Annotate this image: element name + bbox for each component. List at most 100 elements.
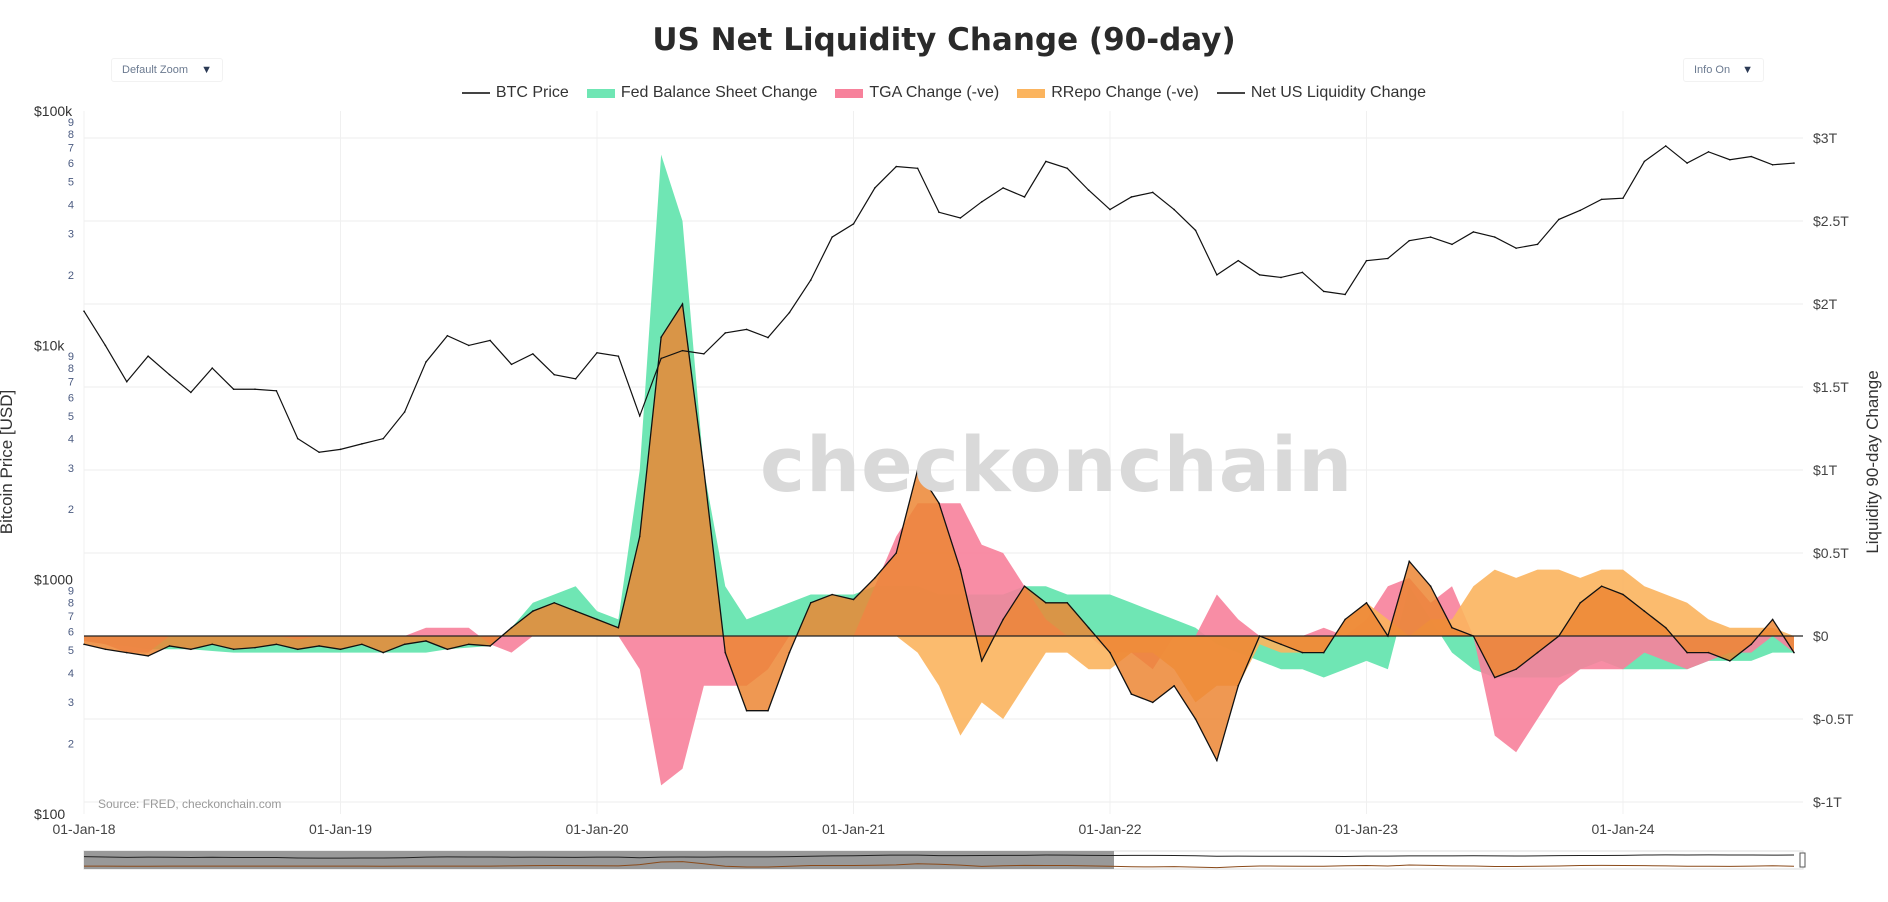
net-liquidity-point	[959, 568, 962, 571]
left-minor-tick-label: 9	[68, 117, 74, 129]
x-tick-label: 01-Jan-21	[822, 821, 885, 837]
left-axis-title: Bitcoin Price [USD]	[0, 390, 16, 535]
net-liquidity-point	[1365, 602, 1368, 604]
range-slider-handle[interactable]	[1799, 852, 1806, 868]
btc-price-point	[1408, 239, 1411, 242]
net-liquidity-point	[1023, 585, 1026, 587]
btc-price-point	[1280, 276, 1282, 279]
net-liquidity-point	[1643, 610, 1646, 612]
x-tick-label: 01-Jan-22	[1078, 821, 1141, 837]
x-tick-label: 01-Jan-18	[52, 821, 115, 837]
legend-item-tga[interactable]: TGA Change (-ve)	[835, 84, 999, 102]
net-liquidity-point	[1707, 651, 1710, 654]
net-liquidity-point	[339, 648, 342, 651]
x-tick-label: 01-Jan-19	[309, 821, 372, 837]
net-liquidity-point	[574, 610, 577, 612]
net-liquidity-point	[83, 643, 85, 646]
left-minor-tick-label: 5	[68, 177, 74, 189]
net-liquidity-point	[1558, 635, 1560, 637]
legend-label: RRepo Change (-ve)	[1051, 84, 1199, 101]
btc-price-point	[1793, 162, 1795, 164]
right-tick-label: $0.5T	[1813, 545, 1849, 561]
btc-price-point	[446, 334, 449, 337]
btc-price-point	[1493, 236, 1496, 238]
net-liquidity-point	[809, 602, 812, 604]
btc-price-point	[403, 411, 406, 413]
btc-price-point	[339, 448, 342, 451]
btc-price-point	[510, 363, 513, 366]
left-minor-tick-label: 3	[68, 463, 74, 475]
left-minor-tick-label: 4	[68, 199, 74, 211]
range-slider-net-line	[83, 861, 1795, 869]
net-liquidity-point	[467, 643, 470, 646]
net-liquidity-point	[1130, 693, 1133, 695]
btc-price-point	[296, 437, 299, 440]
btc-price-point	[83, 310, 85, 312]
net-liquidity-point	[296, 648, 299, 651]
line-swatch-icon	[1216, 92, 1245, 94]
btc-price-point	[1344, 293, 1346, 296]
btc-price-point	[1023, 196, 1026, 198]
btc-price-point	[532, 353, 534, 355]
btc-price-point	[168, 373, 171, 376]
left-minor-tick-label: 6	[68, 392, 74, 404]
net-liquidity-point	[788, 651, 791, 654]
net-liquidity-point	[703, 469, 705, 471]
btc-price-point	[1579, 209, 1582, 212]
btc-price-point	[1130, 196, 1133, 198]
range-slider[interactable]	[83, 850, 1806, 870]
left-tick-label: $100	[34, 806, 65, 822]
net-liquidity-point	[1258, 635, 1261, 637]
legend: BTC Price Fed Balance Sheet Change TGA C…	[0, 84, 1888, 102]
btc-price-point	[1750, 155, 1753, 158]
left-minor-tick-label: 6	[68, 627, 74, 639]
btc-price-point	[1194, 229, 1197, 232]
chevron-down-icon: ▼	[201, 64, 212, 76]
net-liquidity-point	[532, 610, 534, 612]
net-liquidity-point	[1493, 676, 1496, 679]
source-note: Source: FRED, checkonchain.com	[98, 797, 281, 811]
net-liquidity-point	[1429, 585, 1432, 587]
btc-price-point	[938, 211, 940, 214]
info-select[interactable]: Info On ▼	[1683, 58, 1764, 82]
legend-item-btc-price[interactable]: BTC Price	[461, 84, 569, 102]
btc-price-point	[425, 361, 427, 363]
btc-price-point	[788, 311, 791, 314]
zoom-select[interactable]: Default Zoom ▼	[111, 58, 223, 82]
net-liquidity-point	[1109, 651, 1111, 654]
net-liquidity-point	[1515, 668, 1517, 670]
chevron-down-icon: ▼	[1742, 64, 1753, 76]
btc-price-point	[361, 443, 363, 445]
net-liquidity-point	[382, 651, 385, 654]
right-tick-label: $-1T	[1813, 794, 1842, 810]
left-minor-tick-label: 5	[68, 411, 74, 423]
net-liquidity-point	[318, 645, 320, 647]
legend-item-net[interactable]: Net US Liquidity Change	[1216, 84, 1427, 102]
legend-item-fed[interactable]: Fed Balance Sheet Change	[586, 84, 818, 102]
left-minor-tick-label: 2	[68, 270, 74, 282]
fill-swatch-icon	[835, 88, 864, 98]
left-tick-label: $1000	[34, 572, 73, 588]
btc-price-point	[874, 187, 876, 189]
btc-price-point	[895, 165, 898, 168]
btc-price-point	[125, 380, 128, 383]
legend-label: Net US Liquidity Change	[1250, 84, 1427, 101]
net-liquidity-point	[403, 643, 406, 646]
net-liquidity-point	[1579, 602, 1582, 604]
legend-label: Fed Balance Sheet Change	[620, 84, 818, 101]
btc-price-point	[275, 390, 278, 392]
btc-price-point	[831, 236, 833, 238]
left-minor-tick-label: 9	[68, 585, 74, 597]
btc-price-point	[638, 415, 641, 417]
net-liquidity-point	[361, 643, 363, 646]
btc-price-point	[703, 353, 705, 355]
btc-price-point	[211, 367, 214, 369]
net-liquidity-point	[168, 645, 171, 647]
net-liquidity-point	[1472, 635, 1475, 637]
legend-item-rrepo[interactable]: RRepo Change (-ve)	[1017, 84, 1199, 102]
btc-price-point	[489, 339, 491, 342]
net-liquidity-point	[916, 469, 919, 471]
btc-price-point	[1771, 163, 1774, 166]
